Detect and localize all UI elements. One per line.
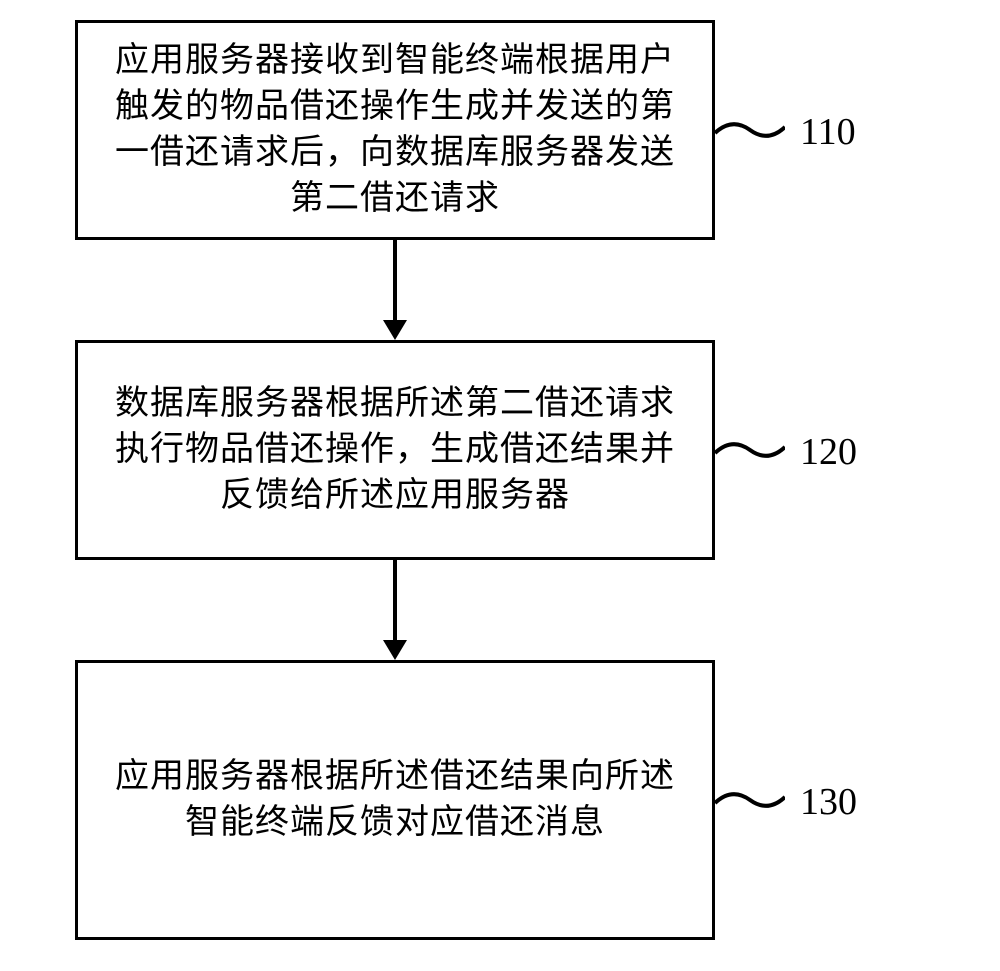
flowchart-arrow-line — [393, 240, 397, 322]
label-connector — [715, 785, 785, 815]
node-label: 130 — [800, 780, 857, 824]
label-connector — [715, 115, 785, 145]
node-label: 110 — [800, 110, 856, 154]
flowchart-node: 应用服务器根据所述借还结果向所述智能终端反馈对应借还消息 — [75, 660, 715, 940]
flowchart-arrow-line — [393, 560, 397, 642]
flowchart-arrow-head — [383, 640, 407, 660]
node-text: 应用服务器根据所述借还结果向所述智能终端反馈对应借还消息 — [102, 754, 688, 846]
label-connector — [715, 435, 785, 465]
node-label: 120 — [800, 430, 857, 474]
node-text: 应用服务器接收到智能终端根据用户触发的物品借还操作生成并发送的第一借还请求后，向… — [102, 38, 688, 222]
node-text: 数据库服务器根据所述第二借还请求执行物品借还操作，生成借还结果并反馈给所述应用服… — [102, 381, 688, 519]
flowchart-node: 应用服务器接收到智能终端根据用户触发的物品借还操作生成并发送的第一借还请求后，向… — [75, 20, 715, 240]
flowchart-arrow-head — [383, 320, 407, 340]
flowchart-node: 数据库服务器根据所述第二借还请求执行物品借还操作，生成借还结果并反馈给所述应用服… — [75, 340, 715, 560]
